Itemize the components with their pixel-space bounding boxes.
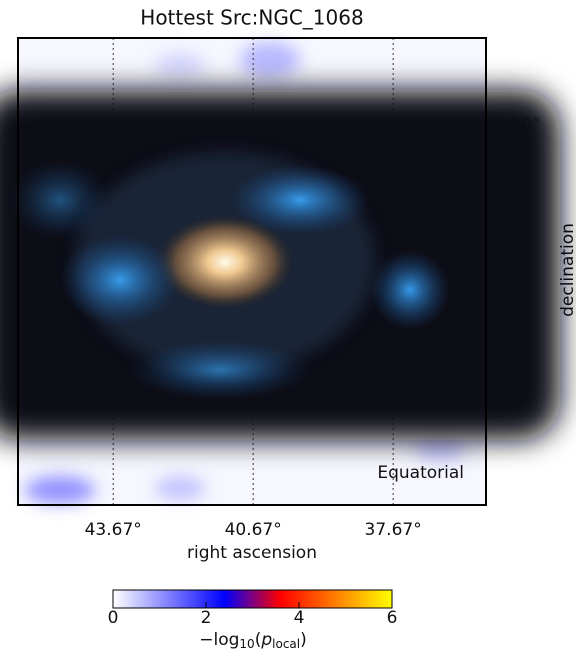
page: Hottest Src:NGC_1068 2.00° declination E… [0,0,576,653]
y-axis-label: declination [558,223,576,317]
colorbar-label: −log10(plocal) [199,630,307,651]
colorbar-tick-label: 4 [294,608,305,628]
annotation: Equatorial [377,463,464,483]
x-axis: 43.67° 40.67° 37.67° [85,520,422,540]
label-part: ( [255,630,262,650]
galaxy-image [0,90,560,440]
chart-title: Hottest Src:NGC_1068 [140,6,363,30]
x-tick-label: 37.67° [365,520,422,540]
x-tick-label: 40.67° [225,520,282,540]
colorbar [113,590,392,608]
colorbar-tick-label: 0 [108,608,119,628]
label-part: 10 [239,637,254,651]
label-part: local [272,637,300,651]
x-axis-label: right ascension [187,543,317,563]
colorbar-tick-label: 2 [201,608,212,628]
chart: Hottest Src:NGC_1068 2.00° declination E… [0,0,576,653]
label-part: −log [199,630,239,650]
label-part: p [260,630,272,650]
colorbar-tick-label: 6 [387,608,398,628]
x-tick-label: 43.67° [85,520,142,540]
label-part: ) [300,630,307,650]
